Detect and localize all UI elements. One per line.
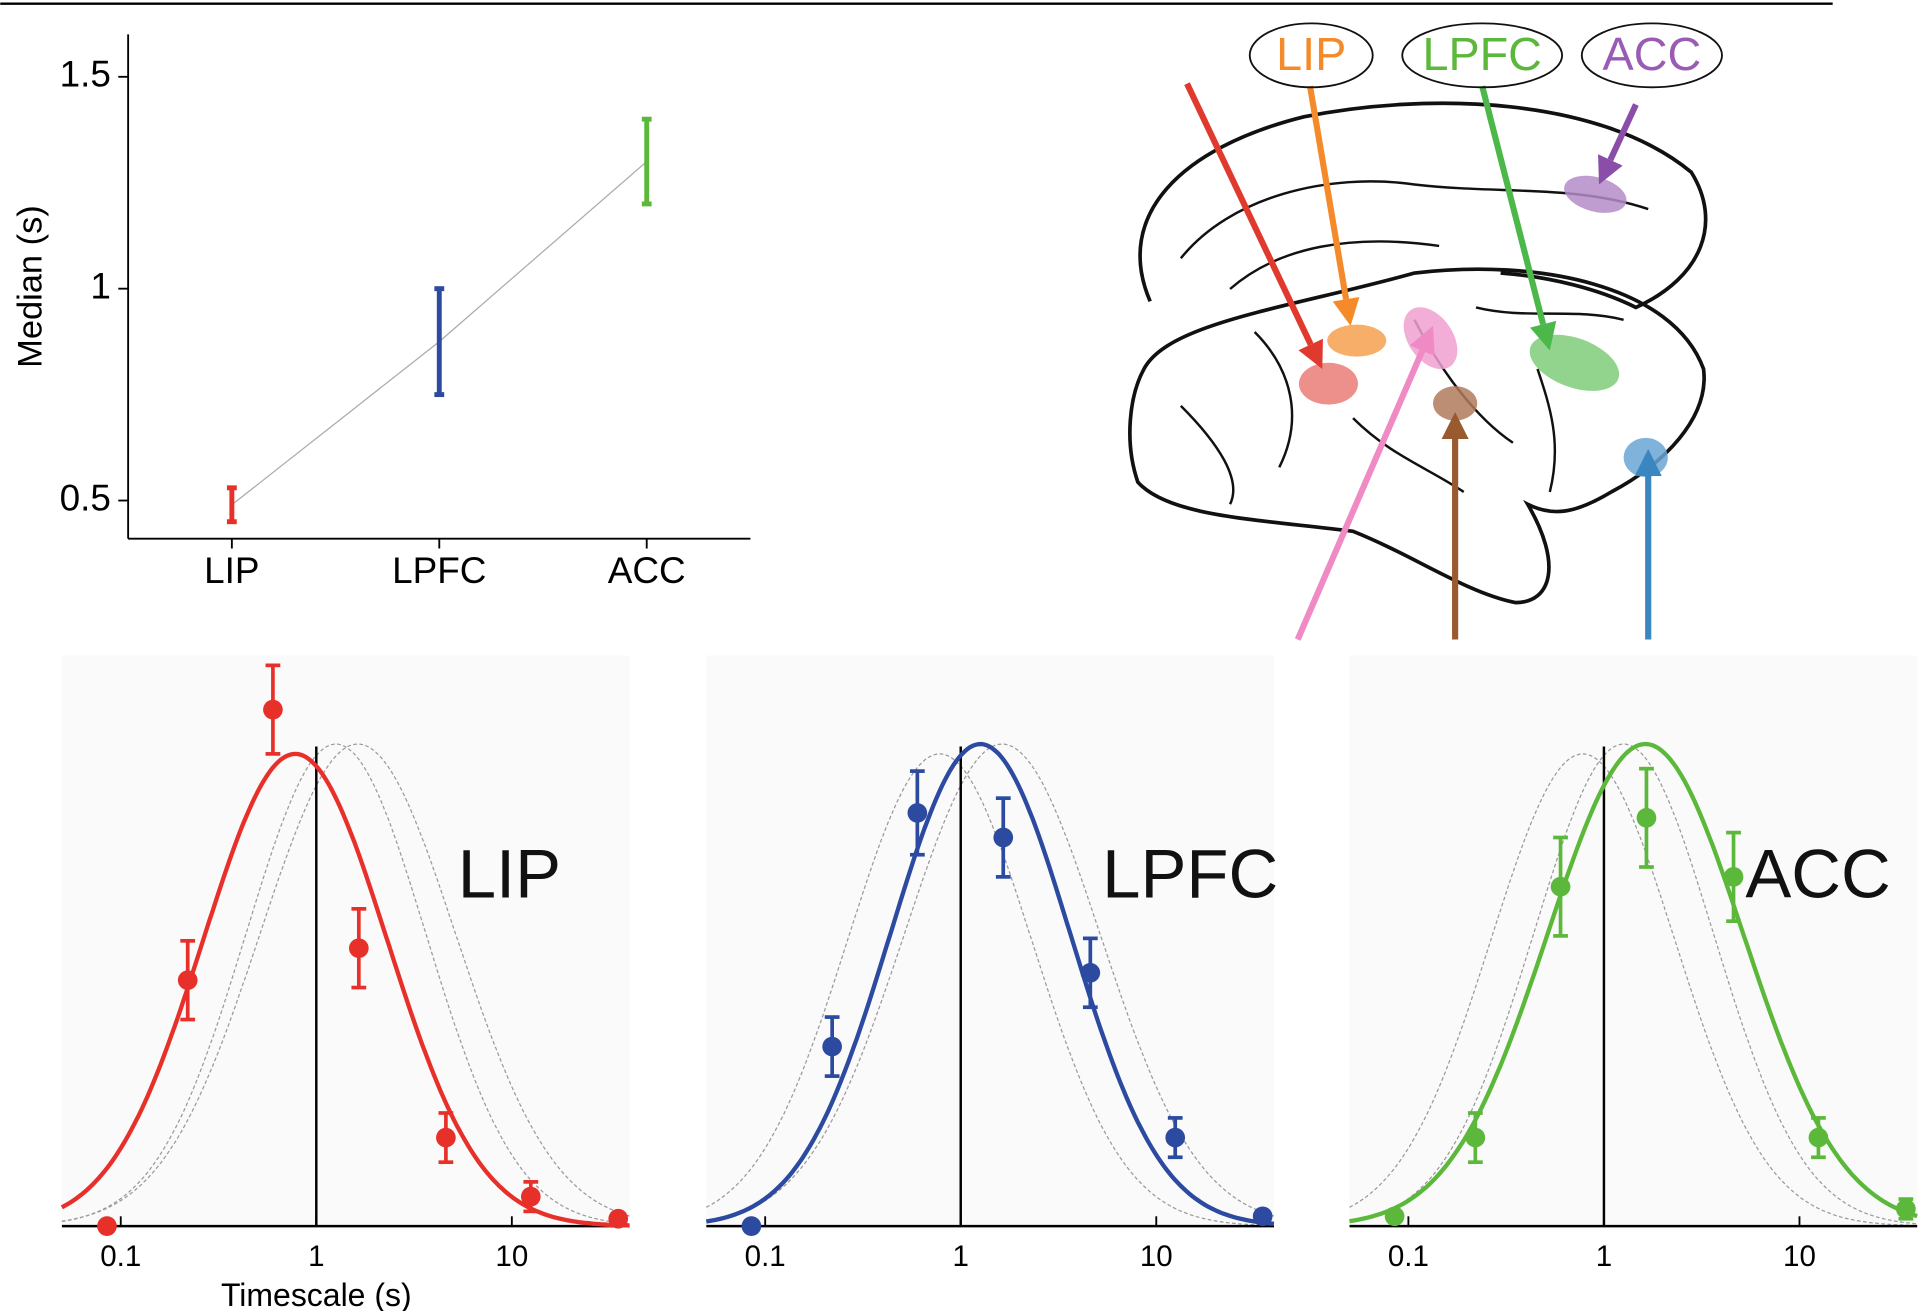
x-tick-label: 10 <box>495 1240 528 1273</box>
arrow-shaft <box>1479 85 1547 326</box>
x-tick-label: 10 <box>1140 1240 1173 1273</box>
reference-fit <box>1349 753 1918 1227</box>
region <box>1564 175 1627 213</box>
region <box>1327 324 1387 357</box>
brain-label: LPFC <box>1422 28 1541 80</box>
x-tick-label: ACC <box>608 550 686 591</box>
data-point <box>436 1127 456 1148</box>
arrow-head <box>1634 448 1662 476</box>
error-bar <box>641 116 652 207</box>
panel-label: LPFC <box>1102 836 1278 913</box>
x-tick-label: 0.1 <box>1388 1240 1429 1273</box>
x-tick-label: 1 <box>308 1240 324 1273</box>
x-tick-label: 0.1 <box>100 1240 141 1273</box>
reference-fit <box>61 743 630 1222</box>
arrow-head <box>1441 411 1469 440</box>
arrow-head <box>1598 154 1623 185</box>
panel-background <box>706 655 1275 1227</box>
panel-background <box>1349 655 1918 1227</box>
data-point <box>1252 1206 1273 1227</box>
label-oval <box>1401 22 1564 89</box>
data-point <box>1636 807 1657 828</box>
y-axis-label: Median (s) <box>11 205 49 368</box>
brain-diagram: LIP LPFC ACC <box>1128 22 1723 641</box>
arrow-head <box>1298 338 1323 369</box>
x-axis-label: Timescale (s) <box>221 1277 412 1311</box>
data-point <box>993 827 1014 848</box>
x-tick-label: LIP <box>204 550 259 591</box>
x-tick-label: 0.1 <box>745 1240 786 1273</box>
data-point <box>263 699 283 720</box>
panel-label: ACC <box>1745 836 1890 913</box>
arrow-shaft <box>1306 85 1350 300</box>
region <box>1432 386 1478 421</box>
x-tick-label: 10 <box>1783 1240 1816 1273</box>
data-point <box>1723 867 1744 887</box>
error-bar <box>434 286 445 398</box>
arrows <box>1184 82 1662 641</box>
data-point <box>1550 876 1571 897</box>
data-point <box>348 938 369 959</box>
y-tick-label: 0.5 <box>60 477 111 518</box>
label-oval <box>1248 22 1374 89</box>
label-oval <box>1580 22 1723 89</box>
reference-fit <box>61 743 630 1225</box>
arrow-head <box>1409 325 1435 357</box>
arrow-shaft <box>1607 103 1639 162</box>
data-point <box>608 1208 629 1229</box>
data-point <box>822 1036 842 1057</box>
data-point <box>1080 962 1101 983</box>
panel-background <box>61 655 630 1227</box>
data-point <box>520 1186 541 1207</box>
brain-label: LIP <box>1276 28 1346 80</box>
data-point <box>1165 1127 1186 1148</box>
brain-label: ACC <box>1603 28 1702 80</box>
arrow-shaft <box>1184 82 1314 346</box>
reference-fit <box>705 753 1274 1227</box>
arrow-head <box>1530 320 1557 351</box>
medial-outline <box>1138 101 1708 310</box>
x-tick-label: LPFC <box>392 550 486 591</box>
arrow-shaft <box>1294 349 1426 641</box>
data-point <box>741 1216 762 1236</box>
regions <box>1298 175 1668 478</box>
data-point <box>1465 1127 1486 1148</box>
error-bar <box>226 485 237 525</box>
region <box>1529 334 1620 391</box>
region <box>1298 362 1358 405</box>
data-point <box>1384 1206 1405 1227</box>
lateral-outline <box>1128 267 1706 605</box>
data-point <box>177 970 198 991</box>
data-point <box>1808 1127 1829 1148</box>
x-tick-label: 1 <box>1596 1240 1612 1273</box>
data-point <box>907 803 928 823</box>
fit-curve <box>705 741 1275 1226</box>
x-tick-label: 1 <box>953 1240 969 1273</box>
panel-label: LIP <box>458 836 561 913</box>
y-tick-label: 1.5 <box>60 54 111 95</box>
data-point <box>1896 1199 1916 1219</box>
y-tick-label: 1 <box>90 265 111 306</box>
data-point <box>97 1216 117 1236</box>
arrow-head <box>1332 296 1360 326</box>
